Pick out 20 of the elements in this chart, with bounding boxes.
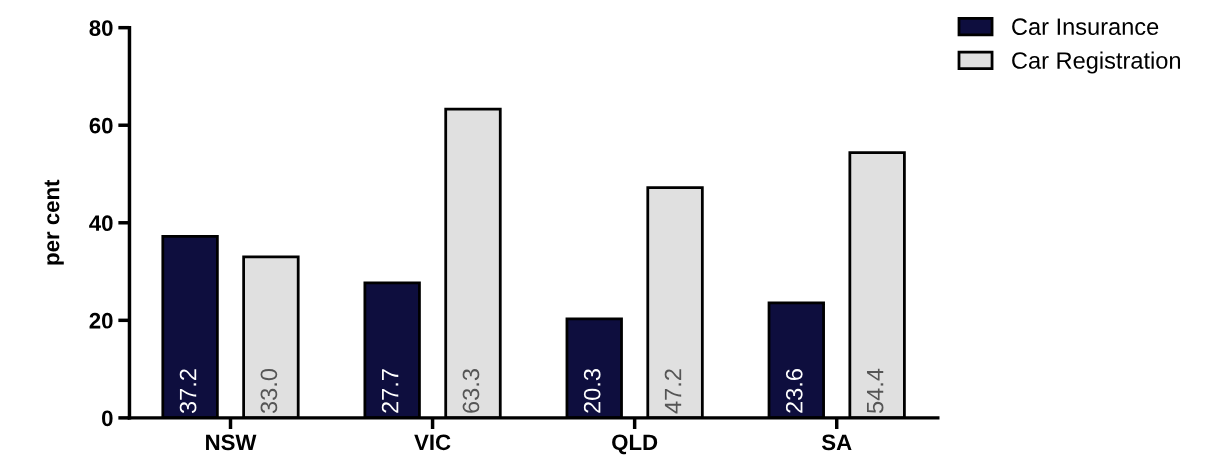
data-label: 37.2 [179, 369, 197, 414]
data-label: 33.0 [260, 368, 278, 414]
x-tick-label: VIC [414, 434, 451, 451]
y-axis-title: per cent [44, 179, 64, 265]
y-tick-label: 0 [102, 410, 113, 427]
data-label: 54.4 [866, 368, 884, 414]
y-tick-label: 20 [89, 312, 113, 329]
data-label: 63.3 [462, 369, 480, 413]
y-tick-label: 60 [89, 117, 113, 134]
legend-label: Car Insurance [1012, 18, 1159, 36]
data-label: 27.7 [381, 369, 399, 413]
y-tick-label: 40 [89, 215, 113, 232]
x-tick-label: QLD [612, 434, 658, 455]
legend-label: Car Registration [1012, 51, 1180, 74]
data-label: 47.2 [664, 369, 682, 414]
data-label: 23.6 [785, 369, 803, 413]
x-tick-label: NSW [206, 434, 257, 451]
data-label: 20.3 [583, 369, 601, 413]
y-tick-label: 80 [89, 20, 113, 36]
x-tick-label: SA [821, 434, 852, 451]
